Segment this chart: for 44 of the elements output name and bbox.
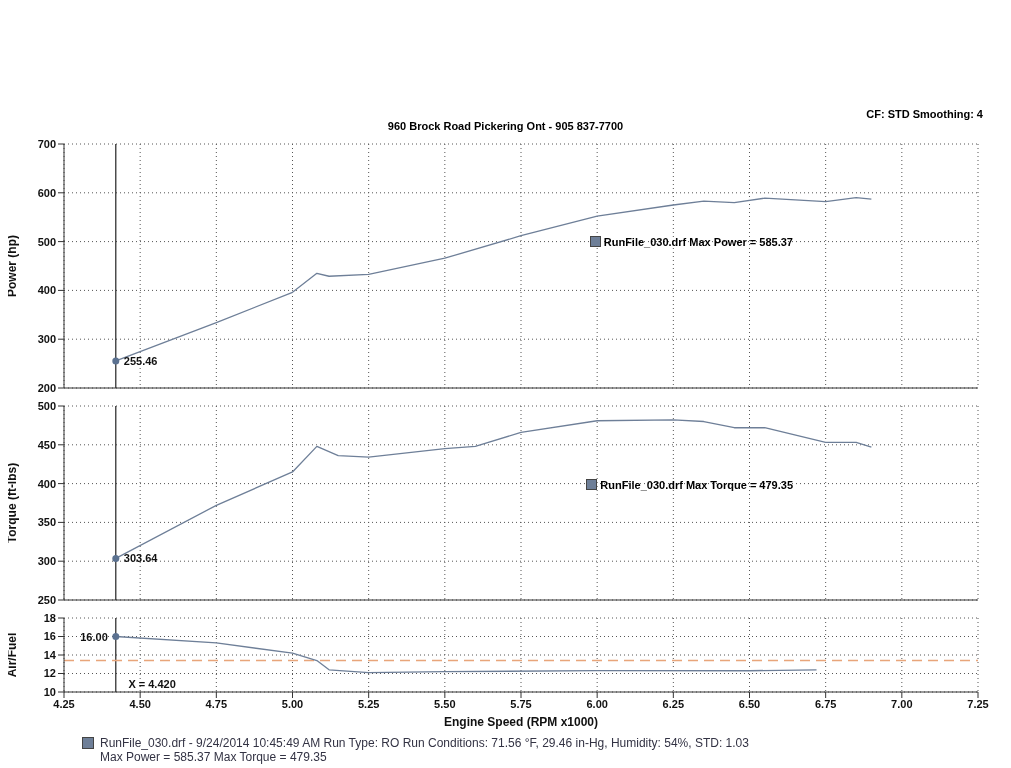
x-tick-label: 4.75 <box>205 697 228 710</box>
x-tick-label: 4.50 <box>129 697 151 710</box>
y-tick-label: 600 <box>37 186 56 199</box>
legend-label: RunFile_030.drf Max Torque = 479.35 <box>600 478 793 491</box>
y-tick-label: 500 <box>37 399 56 412</box>
annotation: 255.46 <box>123 354 158 367</box>
y-tick-label: 12 <box>43 667 56 680</box>
y-tick-label: 200 <box>37 381 56 394</box>
x-tick-label: 5.50 <box>434 697 456 710</box>
x-tick-label: 6.50 <box>738 697 761 710</box>
x-tick-label: 5.25 <box>357 697 380 710</box>
x-tick-label: 5.00 <box>281 697 304 710</box>
y-tick-label: 450 <box>37 438 56 451</box>
y-tick-label: 300 <box>37 555 56 568</box>
ref-line-label: X = 4.420 <box>128 678 176 690</box>
y-axis-title: Air/Fuel <box>5 632 20 678</box>
chart-subtitle: 960 Brock Road Pickering Ont - 905 837-7700 <box>387 120 624 132</box>
text: CF: STD Smoothing: 4 <box>866 108 983 120</box>
y-tick-label: 14 <box>43 648 57 661</box>
x-tick-label: 7.25 <box>967 697 989 710</box>
text: RunFile_030.drf - 9/24/2014 10:45:49 AM Run Type: RO Run Conditions: 71.56 °F, 29.46 in-Hg, Humidity: 54%, STD: 1.03 <box>100 736 749 750</box>
x-axis-title: Engine Speed (RPM x1000) <box>443 715 599 729</box>
y-tick-label: 700 <box>37 137 56 150</box>
y-axis-title: Torque (ft-lbs) <box>5 462 20 544</box>
y-tick-label: 500 <box>37 235 56 248</box>
y-tick-label: 10 <box>43 685 56 698</box>
y-tick-label: 350 <box>37 516 56 529</box>
annotation: 303.64 <box>123 552 159 565</box>
y-tick-label: 250 <box>37 593 56 606</box>
x-tick-label: 6.75 <box>814 697 837 710</box>
x-tick-label: 5.75 <box>510 697 532 710</box>
x-tick-label: 6.00 <box>586 697 608 710</box>
y-tick-label: 16 <box>43 630 56 643</box>
y-tick-label: 400 <box>37 284 56 297</box>
text: Max Power = 585.37 Max Torque = 479.35 <box>100 750 327 764</box>
x-tick-label: 7.00 <box>891 697 913 710</box>
y-tick-label: 300 <box>37 333 56 346</box>
legend-label: RunFile_030.drf Max Power = 585.37 <box>603 235 793 248</box>
annotation: 16.00 <box>80 630 108 643</box>
x-tick-label: 6.25 <box>662 697 685 710</box>
y-axis-title: Power (hp) <box>5 235 20 297</box>
y-tick-label: 400 <box>37 477 56 490</box>
x-tick-label: 4.25 <box>53 697 75 710</box>
y-tick-label: 18 <box>43 611 56 624</box>
